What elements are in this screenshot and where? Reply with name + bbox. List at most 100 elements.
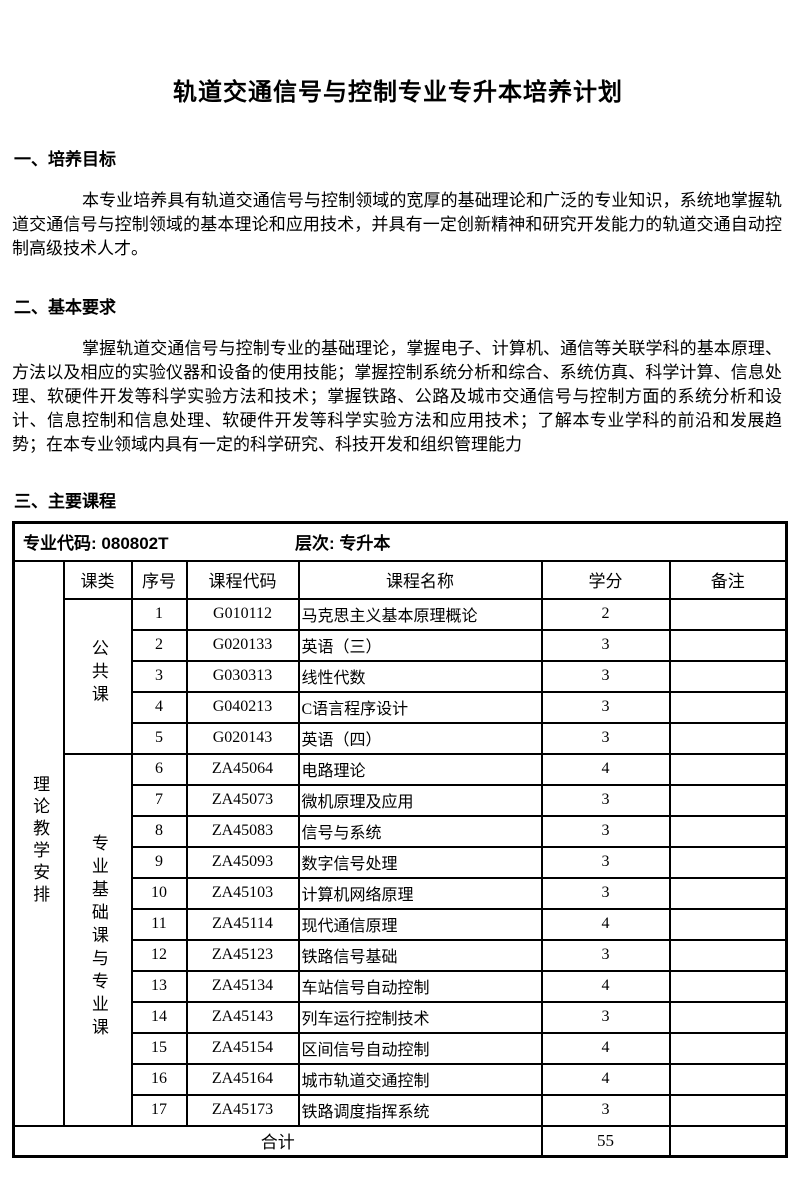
cell-course-code: ZA45123 — [185, 938, 300, 972]
cell-remark — [668, 1062, 788, 1096]
cell-course-code: G020133 — [185, 628, 300, 662]
cell-course-name: 铁路信号基础 — [297, 938, 543, 972]
cell-seq: 16 — [130, 1062, 188, 1096]
course-row: 7 ZA45073 微机原理及应用 3 — [14, 783, 788, 817]
cell-seq: 9 — [130, 845, 188, 879]
cell-seq: 10 — [130, 876, 188, 910]
cell-course-code: ZA45134 — [185, 969, 300, 1003]
cell-credits: 4 — [540, 907, 671, 941]
cell-course-name: 线性代数 — [297, 659, 543, 693]
page-title: 轨道交通信号与控制专业专升本培养计划 — [173, 79, 623, 106]
cell-course-code: ZA45154 — [185, 1031, 300, 1065]
course-row: 12 ZA45123 铁路信号基础 3 — [14, 938, 788, 972]
basic-requirements-paragraph: 掌握轨道交通信号与控制专业的基础理论，掌握电子、计算机、通信等关联学科的基本原理… — [12, 339, 782, 454]
cell-seq: 2 — [130, 628, 188, 662]
document-page: 轨道交通信号与控制专业专升本培养计划 一、培养目标 本专业培养具有轨道交通信号与… — [12, 79, 788, 1158]
cell-credits: 3 — [540, 876, 671, 910]
cell-course-name: 区间信号自动控制 — [297, 1031, 543, 1065]
cell-credits: 3 — [540, 659, 671, 693]
course-row: 3 G030313 线性代数 3 — [14, 659, 788, 693]
cell-credits: 3 — [540, 1000, 671, 1034]
cell-remark — [668, 938, 788, 972]
cell-course-code: ZA45073 — [185, 783, 300, 817]
cell-remark — [668, 690, 788, 724]
course-row: 5 G020143 英语（四） 3 — [14, 721, 788, 755]
cell-remark — [668, 1000, 788, 1034]
side-label-theory-teaching: 理论教学安排 — [12, 559, 65, 1127]
cell-course-name: 马克思主义基本原理概论 — [297, 597, 543, 631]
cell-credits: 3 — [540, 721, 671, 755]
cell-course-name: 数字信号处理 — [297, 845, 543, 879]
program-level: 层次: 专升本 — [295, 534, 391, 554]
course-row: 16 ZA45164 城市轨道交通控制 4 — [14, 1062, 788, 1096]
cell-credits: 3 — [540, 783, 671, 817]
cell-credits: 4 — [540, 1062, 671, 1096]
cell-course-name: 电路理论 — [297, 752, 543, 786]
cell-credits: 3 — [540, 845, 671, 879]
cell-seq: 11 — [130, 907, 188, 941]
cell-remark — [668, 1093, 788, 1127]
section-heading-basic-requirements: 二、基本要求 — [14, 298, 116, 317]
cell-remark — [668, 1031, 788, 1065]
cell-course-name: 车站信号自动控制 — [297, 969, 543, 1003]
cell-credits: 4 — [540, 969, 671, 1003]
course-row: 2 G020133 英语（三） 3 — [14, 628, 788, 662]
cell-seq: 13 — [130, 969, 188, 1003]
cell-credits: 4 — [540, 1031, 671, 1065]
total-row: 合计 55 — [12, 1124, 788, 1158]
cell-seq: 15 — [130, 1031, 188, 1065]
cell-course-code: ZA45083 — [185, 814, 300, 848]
cell-credits: 2 — [540, 597, 671, 631]
cell-seq: 7 — [130, 783, 188, 817]
cell-course-name: 铁路调度指挥系统 — [297, 1093, 543, 1127]
course-row: 13 ZA45134 车站信号自动控制 4 — [14, 969, 788, 1003]
cell-seq: 5 — [130, 721, 188, 755]
cell-course-name: 微机原理及应用 — [297, 783, 543, 817]
course-row: 8 ZA45083 信号与系统 3 — [14, 814, 788, 848]
category-public-courses: 公共课 — [62, 597, 133, 755]
total-label: 合计 — [12, 1124, 543, 1158]
cell-remark — [668, 907, 788, 941]
training-objectives-paragraph: 本专业培养具有轨道交通信号与控制领域的宽厚的基础理论和广泛的专业知识，系统地掌握… — [12, 191, 782, 258]
course-row: 14 ZA45143 列车运行控制技术 3 — [14, 1000, 788, 1034]
table-header-row: 理论教学安排 课类 序号 课程代码 课程名称 学分 备注 — [12, 559, 788, 1127]
header-credits: 学分 — [540, 559, 671, 600]
cell-remark — [668, 752, 788, 786]
course-row: 17 ZA45173 铁路调度指挥系统 3 — [14, 1093, 788, 1127]
major-code: 专业代码: 080802T — [23, 534, 169, 554]
cell-remark — [668, 628, 788, 662]
course-row: 4 G040213 C语言程序设计 3 — [14, 690, 788, 724]
cell-credits: 3 — [540, 628, 671, 662]
cell-course-code: G020143 — [185, 721, 300, 755]
cell-course-name: 信号与系统 — [297, 814, 543, 848]
cell-course-name: C语言程序设计 — [297, 690, 543, 724]
cell-seq: 14 — [130, 1000, 188, 1034]
course-table: 专业代码: 080802T 层次: 专升本 理论教学安排 课类 序号 课程代码 … — [12, 521, 788, 1158]
header-course-code: 课程代码 — [185, 559, 300, 600]
table-meta-cell: 专业代码: 080802T 层次: 专升本 — [12, 521, 788, 562]
cell-credits: 3 — [540, 690, 671, 724]
cell-course-code: ZA45164 — [185, 1062, 300, 1096]
cell-remark — [668, 659, 788, 693]
course-row: 11 ZA45114 现代通信原理 4 — [14, 907, 788, 941]
header-remark: 备注 — [668, 559, 788, 600]
cell-remark — [668, 597, 788, 631]
cell-remark — [668, 845, 788, 879]
cell-course-code: ZA45114 — [185, 907, 300, 941]
cell-course-code: G030313 — [185, 659, 300, 693]
cell-course-name: 现代通信原理 — [297, 907, 543, 941]
cell-seq: 1 — [130, 597, 188, 631]
cell-course-name: 英语（三） — [297, 628, 543, 662]
cell-course-code: ZA45143 — [185, 1000, 300, 1034]
cell-seq: 17 — [130, 1093, 188, 1127]
header-course-name: 课程名称 — [297, 559, 543, 600]
cell-credits: 3 — [540, 1093, 671, 1127]
cell-course-name: 计算机网络原理 — [297, 876, 543, 910]
course-row: 公共课 1 G010112 马克思主义基本原理概论 2 — [14, 597, 788, 755]
cell-remark — [668, 814, 788, 848]
cell-course-code: G040213 — [185, 690, 300, 724]
cell-course-name: 列车运行控制技术 — [297, 1000, 543, 1034]
cell-credits: 3 — [540, 814, 671, 848]
cell-remark — [668, 969, 788, 1003]
cell-seq: 6 — [130, 752, 188, 786]
